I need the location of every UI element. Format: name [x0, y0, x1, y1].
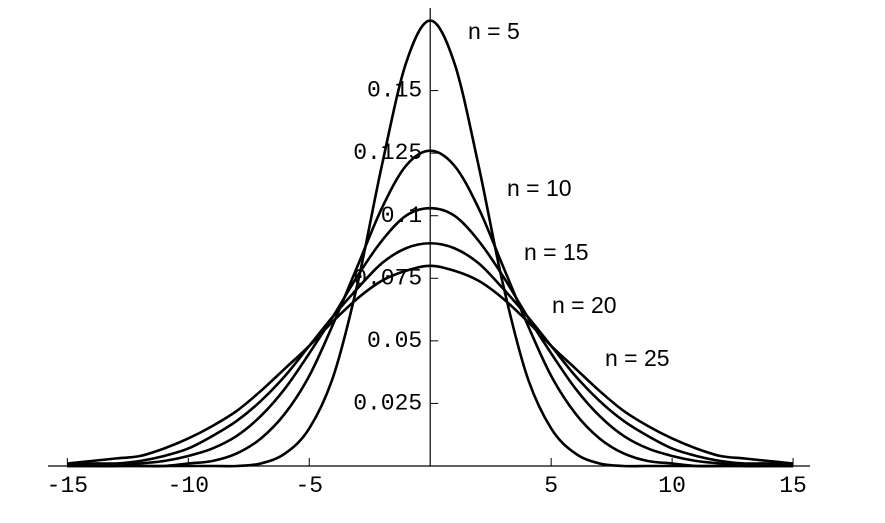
series-line [67, 206, 794, 468]
series-label: n = 25 [605, 345, 670, 371]
y-tick-label: 0.1 [381, 203, 422, 229]
series-label: n = 15 [524, 239, 589, 265]
series-line [67, 241, 794, 468]
y-tick-label: 0.025 [353, 391, 422, 417]
x-tick-label: 15 [779, 473, 807, 499]
x-tick-label: 10 [658, 473, 686, 499]
x-tick-label: -10 [168, 473, 209, 499]
series-label: n = 5 [468, 18, 520, 44]
y-tick-label: 0.05 [367, 328, 422, 354]
x-tick-label: -15 [47, 473, 88, 499]
series-line [67, 149, 794, 468]
series-label: n = 10 [507, 175, 572, 201]
series-line [67, 264, 794, 465]
x-tick-label: -5 [295, 473, 323, 499]
y-tick-label: 0.15 [367, 78, 422, 104]
series-label: n = 20 [552, 292, 617, 318]
series-line [67, 19, 794, 468]
x-tick-label: 5 [544, 473, 558, 499]
